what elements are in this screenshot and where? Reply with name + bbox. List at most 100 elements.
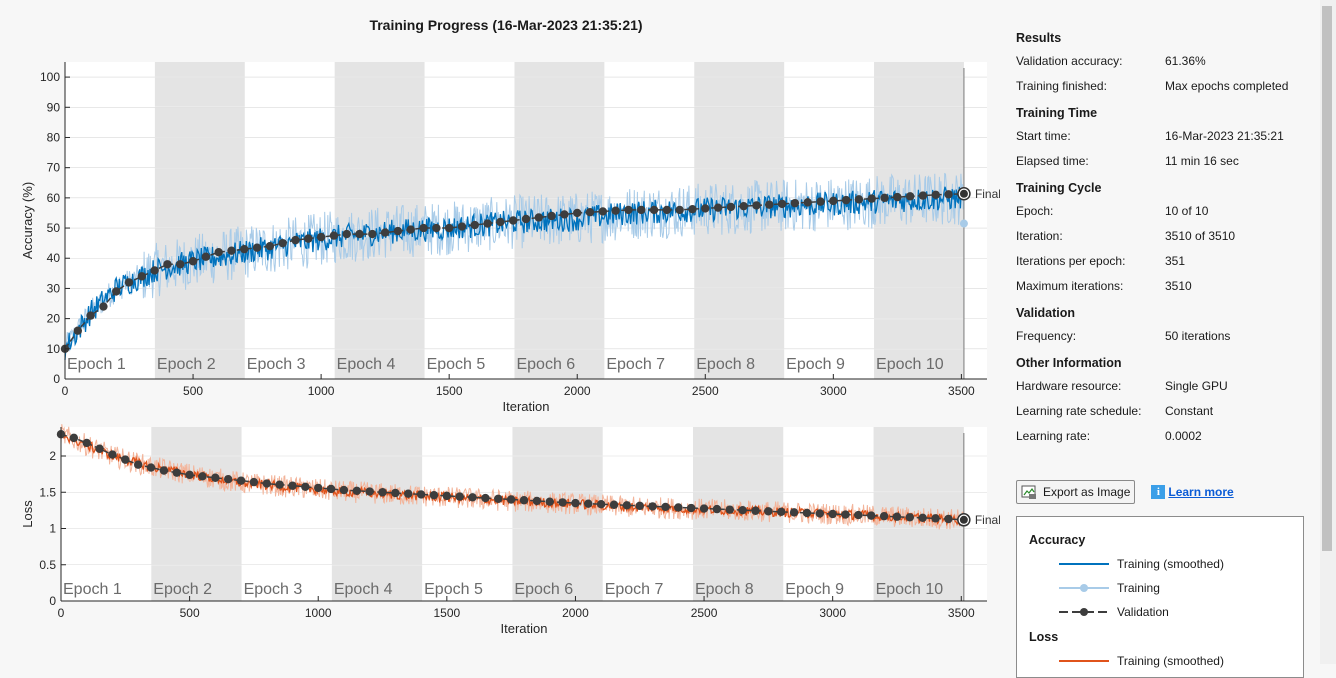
accuracy-x-tick-label: 2000 xyxy=(564,384,591,398)
accuracy-y-tick-label: 90 xyxy=(47,100,61,114)
frequency-label: Frequency: xyxy=(1016,329,1077,343)
accuracy-y-tick-label: 10 xyxy=(47,342,61,356)
accuracy-x-tick-label: 2500 xyxy=(692,384,719,398)
loss-validation-point xyxy=(879,511,889,521)
loss-y-tick-label: 0 xyxy=(49,594,56,608)
loss-validation-point xyxy=(455,492,464,501)
loss-x-tick-label: 2000 xyxy=(562,606,589,620)
training-cycle-section-title: Training Cycle xyxy=(1016,181,1102,195)
loss-validation-point xyxy=(699,504,709,513)
loss-validation-point xyxy=(609,500,619,509)
iteration-row: Iteration: 3510 of 3510 xyxy=(1016,224,1316,249)
accuracy-epoch-band xyxy=(874,62,964,379)
start-time-label: Start time: xyxy=(1016,129,1071,143)
vertical-scrollbar[interactable] xyxy=(1320,0,1336,664)
accuracy-validation-point xyxy=(483,219,492,228)
accuracy-validation-point xyxy=(252,243,262,252)
accuracy-validation-point xyxy=(777,199,787,209)
loss-y-axis-label: Loss xyxy=(20,500,35,528)
training-time-section-title: Training Time xyxy=(1016,106,1098,120)
accuracy-x-tick-label: 3000 xyxy=(820,384,847,398)
loss-validation-point xyxy=(468,493,477,502)
loss-validation-point xyxy=(789,508,799,517)
accuracy-validation-point xyxy=(176,260,185,269)
loss-x-axis-label: Iteration xyxy=(501,621,548,636)
accuracy-validation-point xyxy=(701,204,710,213)
accuracy-validation-point xyxy=(585,207,595,217)
loss-epoch-band xyxy=(331,427,423,601)
loss-validation-point xyxy=(867,511,876,520)
export-as-image-button[interactable]: Export as Image xyxy=(1016,480,1136,504)
accuracy-epoch-label: Epoch 3 xyxy=(247,356,306,373)
loss-validation-point xyxy=(108,450,117,459)
loss-validation-point xyxy=(82,438,91,448)
accuracy-validation-point xyxy=(342,229,351,239)
accuracy-epoch-band xyxy=(694,62,785,379)
accuracy-validation-point xyxy=(752,201,761,210)
loss-epoch-label: Epoch 1 xyxy=(63,581,122,598)
accuracy-validation-point xyxy=(534,213,544,222)
accuracy-epoch-band xyxy=(154,62,245,379)
learning-rate-schedule-value: Constant xyxy=(1165,404,1214,418)
accuracy-validation-point xyxy=(688,204,697,214)
loss-validation-point xyxy=(532,496,542,506)
loss-x-tick-label: 3000 xyxy=(819,606,846,620)
accuracy-validation-point xyxy=(649,205,659,215)
accuracy-validation-point xyxy=(765,200,774,209)
accuracy-epoch-label: Epoch 1 xyxy=(67,356,126,373)
loss-smoothed-swatch xyxy=(1059,660,1109,662)
accuracy-validation-point xyxy=(726,202,736,212)
training-plots: Training Progress (16-Mar-2023 21:35:21)… xyxy=(20,17,1001,636)
accuracy-validation-point xyxy=(547,211,556,221)
loss-validation-point xyxy=(622,501,632,510)
accuracy-validation-point xyxy=(905,192,915,201)
accuracy-y-tick-label: 40 xyxy=(47,251,61,265)
hardware-resource-value: Single GPU xyxy=(1165,379,1228,393)
scrollbar-thumb[interactable] xyxy=(1322,6,1332,551)
accuracy-chart: Epoch 1 Epoch 2 Epoch 3 Epoch 4 Epoch 5 Epoch… xyxy=(20,62,1001,414)
learning-rate-value: 0.0002 xyxy=(1165,429,1202,443)
export-as-image-label: Export as Image xyxy=(1043,485,1131,499)
loss-validation-point xyxy=(571,498,580,508)
accuracy-epoch-label: Epoch 9 xyxy=(786,356,845,373)
loss-validation-point xyxy=(236,476,246,485)
loss-validation-point xyxy=(931,514,940,523)
maximum-iterations-row: Maximum iterations: 3510 xyxy=(1016,274,1316,299)
accuracy-validation-point xyxy=(99,302,108,311)
maximum-iterations-value: 3510 xyxy=(1165,279,1192,293)
loss-validation-point xyxy=(944,514,953,524)
accuracy-validation-point xyxy=(316,232,326,242)
accuracy-validation-point xyxy=(790,198,800,208)
loss-validation-point xyxy=(892,512,902,521)
loss-validation-point xyxy=(172,468,181,477)
action-bar: Export as Image i Learn more xyxy=(1016,480,1234,504)
accuracy-validation-point xyxy=(893,192,902,202)
validation-accuracy-value: 61.36% xyxy=(1165,54,1206,68)
accuracy-validation-point xyxy=(444,223,454,233)
accuracy-x-tick-label: 1500 xyxy=(436,384,463,398)
validation-accuracy-row: Validation accuracy: 61.36% xyxy=(1016,49,1316,74)
loss-final-label: Final xyxy=(975,513,1000,527)
loss-validation-point xyxy=(339,485,349,495)
loss-epoch-label: Epoch 9 xyxy=(785,581,844,598)
accuracy-validation-point xyxy=(163,260,172,269)
accuracy-validation-point xyxy=(291,235,300,245)
accuracy-y-tick-label: 80 xyxy=(47,130,61,144)
legend-accuracy-validation: Validation xyxy=(1059,605,1169,619)
accuracy-validation-point xyxy=(150,266,159,275)
iteration-label: Iteration: xyxy=(1016,229,1063,243)
loss-epoch-label: Epoch 4 xyxy=(334,581,393,598)
loss-epoch-band xyxy=(512,427,603,601)
loss-validation-point xyxy=(494,494,503,503)
elapsed-time-label: Elapsed time: xyxy=(1016,154,1089,168)
accuracy-validation-point xyxy=(675,205,684,215)
loss-x-tick-label: 500 xyxy=(180,606,200,620)
loss-validation-point xyxy=(133,460,143,469)
loss-validation-point xyxy=(725,505,734,514)
accuracy-epoch-label: Epoch 10 xyxy=(876,356,944,373)
learn-more-link[interactable]: Learn more xyxy=(1168,485,1234,499)
loss-x-tick-label: 1500 xyxy=(433,606,460,620)
loss-epoch-label: Epoch 5 xyxy=(424,581,483,598)
loss-validation-point xyxy=(764,507,773,516)
accuracy-final-training-point xyxy=(959,219,968,228)
